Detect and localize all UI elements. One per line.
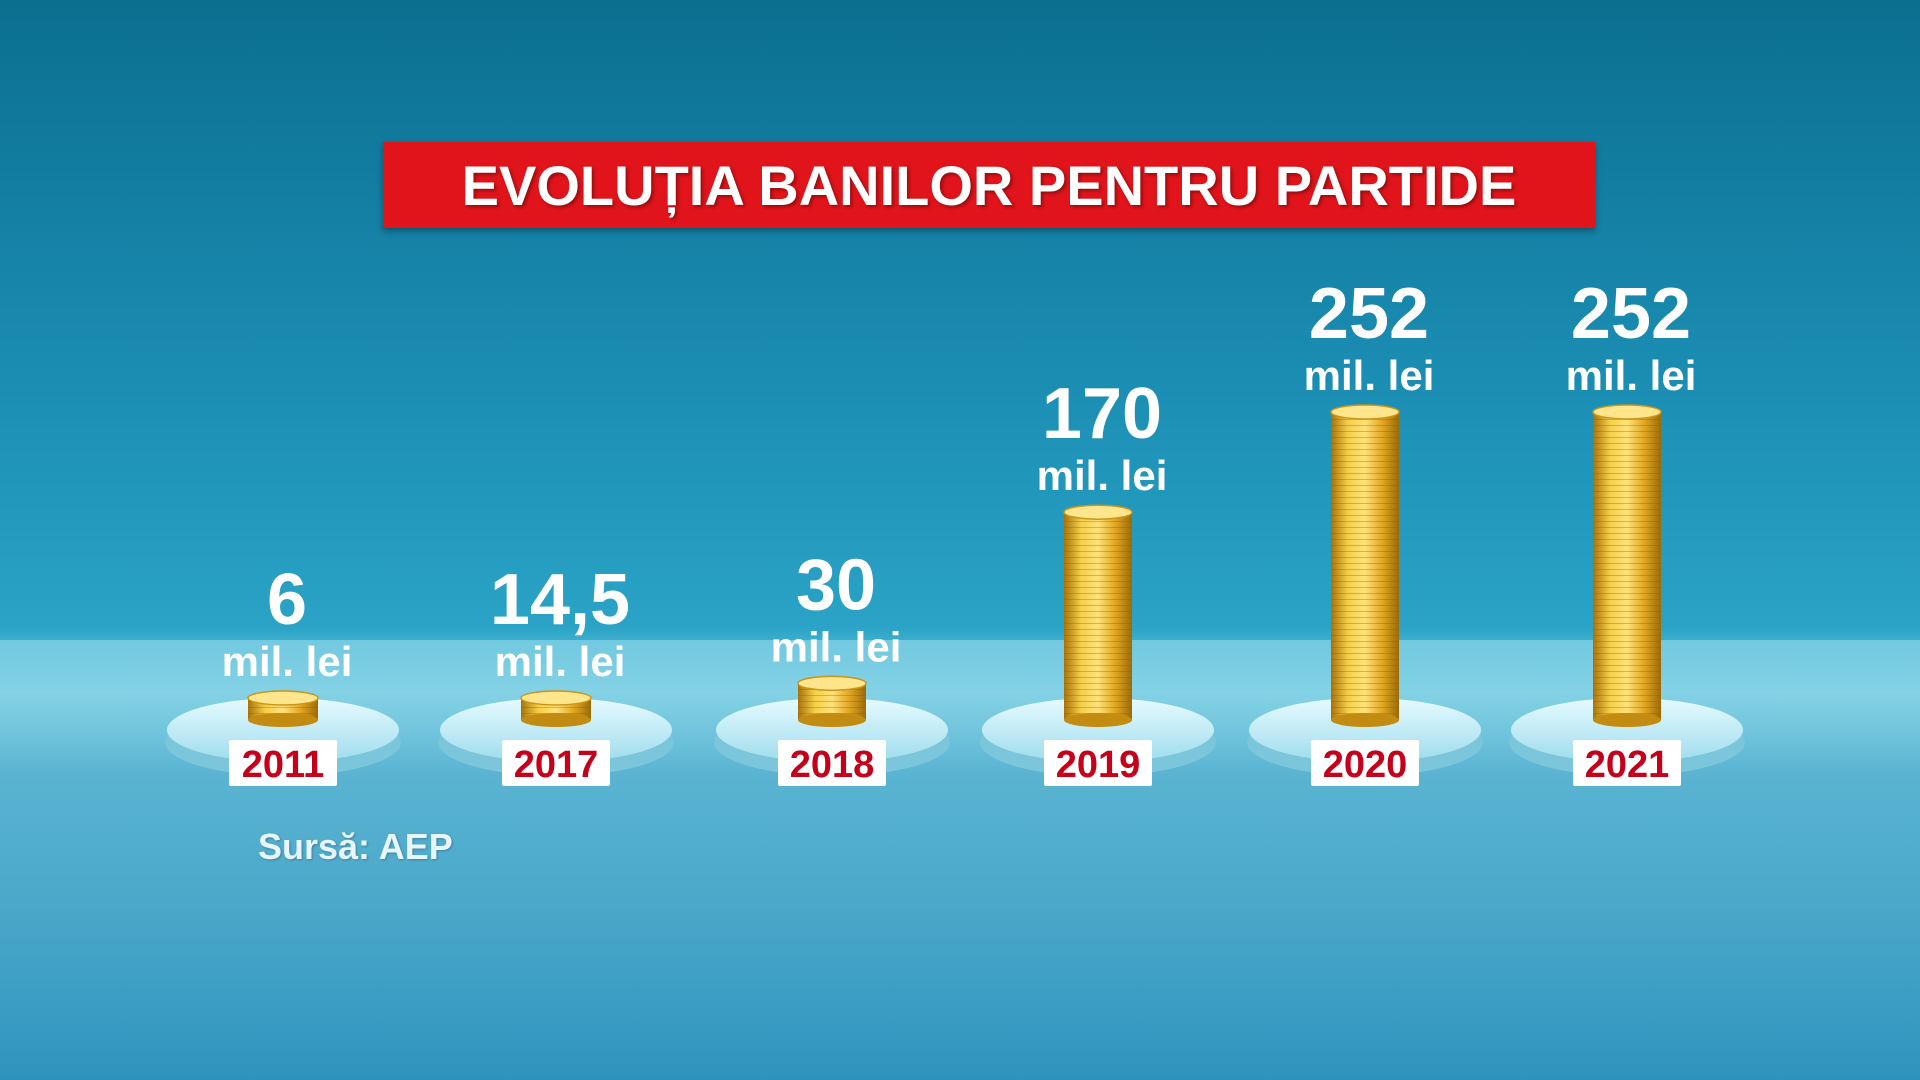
bar-ridges — [1064, 512, 1132, 720]
coin-top — [520, 690, 592, 706]
year-label-box — [502, 740, 610, 786]
unit-label-2017: mil. lei — [495, 638, 626, 685]
year-label-box — [229, 740, 337, 786]
coin-bottom — [1064, 713, 1132, 727]
chart-title: EVOLUȚIA BANILOR PENTRU PARTIDE — [461, 153, 1517, 217]
year-label-box — [1311, 740, 1419, 786]
platform-top — [1249, 698, 1481, 762]
tick-label-2020: 2020 — [1323, 744, 1408, 786]
unit-label-2018: mil. lei — [771, 623, 902, 670]
coin-top — [1063, 504, 1133, 520]
year-label-box — [1573, 740, 1681, 786]
platform-top — [716, 698, 948, 762]
year-label-box — [1044, 740, 1152, 786]
platform-top — [167, 698, 399, 762]
tick-label-2018: 2018 — [790, 744, 875, 786]
coin-bottom — [1331, 713, 1399, 727]
unit-label-2019: mil. lei — [1037, 452, 1168, 499]
unit-label-2021: mil. lei — [1566, 352, 1697, 399]
coin-bottom — [1593, 713, 1661, 727]
coin-top — [247, 690, 319, 706]
tick-label-2021: 2021 — [1585, 744, 1670, 786]
data-label-2021: 252 — [1571, 274, 1691, 354]
unit-label-2020: mil. lei — [1304, 352, 1435, 399]
tick-label-2019: 2019 — [1056, 744, 1141, 786]
title-banner: EVOLUȚIA BANILOR PENTRU PARTIDE — [383, 142, 1595, 228]
data-label-2011: 6 — [267, 560, 307, 640]
tick-label-2011: 2011 — [242, 744, 324, 786]
coin-top — [1592, 404, 1662, 420]
year-label-box — [778, 740, 886, 786]
data-label-2020: 252 — [1309, 274, 1429, 354]
coin-top — [1330, 404, 1400, 420]
platform-top — [1511, 698, 1743, 762]
bar-ridges — [1593, 412, 1661, 720]
platform-top — [982, 698, 1214, 762]
coin-bottom — [248, 713, 318, 727]
tick-label-2017: 2017 — [514, 744, 599, 786]
unit-label-2011: mil. lei — [222, 638, 353, 685]
source-note: Sursă: AEP — [258, 826, 453, 867]
bar-ridges — [1331, 412, 1399, 720]
platform-top — [440, 698, 672, 762]
data-label-2017: 14,5 — [490, 560, 630, 640]
coin-top — [797, 675, 867, 692]
coin-bottom — [521, 713, 591, 727]
coin-bottom — [798, 713, 866, 727]
data-label-2018: 30 — [796, 545, 876, 625]
data-label-2019: 170 — [1042, 374, 1162, 454]
